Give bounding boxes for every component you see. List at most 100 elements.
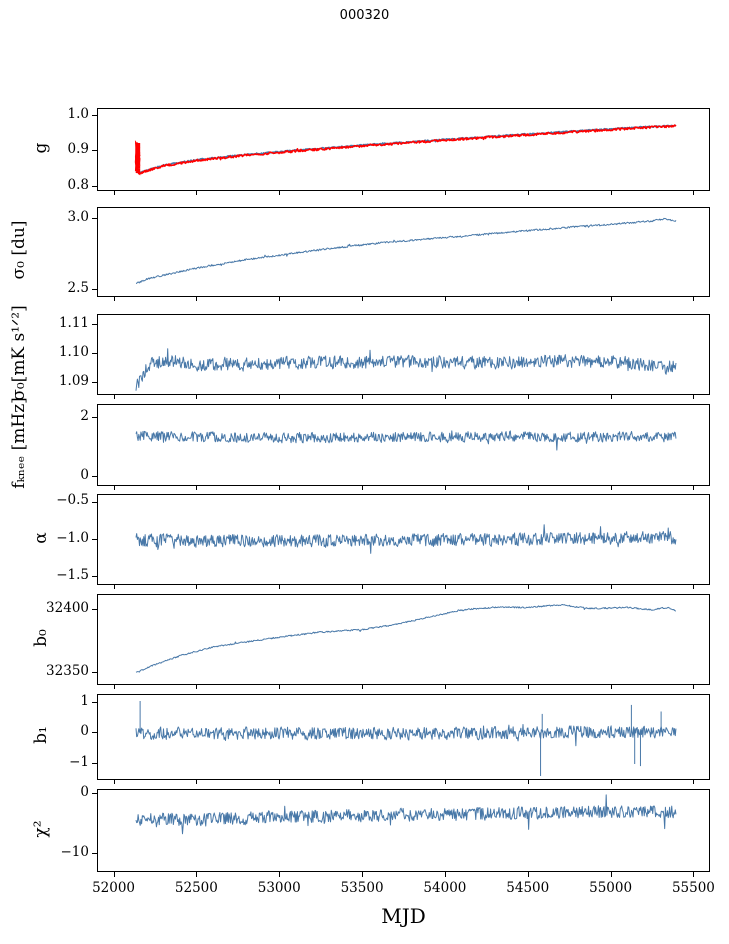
y-tick-mark xyxy=(92,792,97,794)
plot-panel-sigma0_du xyxy=(97,207,710,297)
y-tick-label: 0 xyxy=(80,723,89,740)
x-tick-label: 55000 xyxy=(589,880,633,896)
x-tick-mark-minor xyxy=(196,486,198,490)
y-tick-label: −1.0 xyxy=(56,529,89,546)
x-tick-mark-minor xyxy=(196,780,198,784)
y-tick-label: 2.5 xyxy=(67,279,89,296)
x-tick-mark-minor xyxy=(196,395,198,399)
x-tick-mark-minor xyxy=(693,297,695,301)
series-line-alpha xyxy=(135,524,677,554)
figure-title: 000320 xyxy=(339,8,390,23)
y-axis-label-g_model: g xyxy=(31,142,51,153)
x-tick-mark-minor xyxy=(113,685,115,689)
x-tick-mark-minor xyxy=(527,486,529,490)
y-tick-label: 3.0 xyxy=(67,209,89,226)
x-tick-mark-minor xyxy=(527,297,529,301)
y-tick-mark xyxy=(92,538,97,540)
x-tick-mark-minor xyxy=(279,191,281,195)
y-tick-mark xyxy=(92,732,97,734)
x-tick-mark-minor xyxy=(610,585,612,589)
x-tick-mark-minor xyxy=(362,297,364,301)
x-tick-mark-minor xyxy=(113,780,115,784)
x-tick-label: 54500 xyxy=(506,880,550,896)
x-tick-mark-minor xyxy=(527,780,529,784)
x-tick-mark-minor xyxy=(693,191,695,195)
x-tick-mark-minor xyxy=(279,685,281,689)
x-tick-mark-minor xyxy=(610,780,612,784)
y-tick-label: 0.8 xyxy=(67,176,89,193)
plot-panel-g_model xyxy=(97,108,710,191)
plot-panel-b0 xyxy=(97,594,710,685)
x-tick-mark-minor xyxy=(362,191,364,195)
x-tick-mark-minor xyxy=(527,685,529,689)
x-tick-mark-minor xyxy=(693,395,695,399)
x-tick-mark-minor xyxy=(444,585,446,589)
series-spike-g_fit xyxy=(134,140,141,176)
x-tick-mark-minor xyxy=(279,585,281,589)
x-tick-mark-minor xyxy=(113,486,115,490)
x-tick-mark-minor xyxy=(444,191,446,195)
x-tick-label: 54000 xyxy=(423,880,467,896)
series-line-g_model xyxy=(135,124,677,174)
y-tick-label: 0 xyxy=(80,783,89,800)
x-tick-mark-minor xyxy=(279,780,281,784)
x-tick-label: 53500 xyxy=(340,880,384,896)
y-tick-mark xyxy=(92,288,97,290)
x-tick-mark-minor xyxy=(196,297,198,301)
y-tick-label: −1 xyxy=(69,754,89,771)
y-tick-mark xyxy=(92,852,97,854)
x-tick-mark-minor xyxy=(527,395,529,399)
y-tick-mark xyxy=(92,353,97,355)
x-tick-mark-minor xyxy=(279,297,281,301)
y-tick-mark xyxy=(92,150,97,152)
x-tick-mark-minor xyxy=(610,486,612,490)
y-tick-label: 1.10 xyxy=(58,344,89,361)
y-tick-mark xyxy=(92,763,97,765)
x-tick-mark-minor xyxy=(444,685,446,689)
plot-panel-sigma0_mK xyxy=(97,314,710,395)
x-tick-mark-minor xyxy=(693,685,695,689)
x-tick-mark-minor xyxy=(610,191,612,195)
y-tick-mark xyxy=(92,672,97,674)
x-tick-mark xyxy=(527,872,529,877)
x-tick-mark-minor xyxy=(362,395,364,399)
x-tick-mark-minor xyxy=(444,780,446,784)
y-tick-mark xyxy=(92,609,97,611)
x-tick-mark-minor xyxy=(362,685,364,689)
x-tick-mark-minor xyxy=(113,395,115,399)
x-tick-mark-minor xyxy=(610,395,612,399)
x-tick-label: 52500 xyxy=(174,880,218,896)
x-tick-mark-minor xyxy=(693,780,695,784)
series-line-f_knee xyxy=(135,430,677,451)
series-line-b1 xyxy=(135,723,677,747)
x-tick-mark-minor xyxy=(527,585,529,589)
x-tick-mark xyxy=(196,872,198,877)
y-tick-label: 32400 xyxy=(46,600,89,617)
plot-panel-f_knee xyxy=(97,404,710,486)
x-tick-mark xyxy=(279,872,281,877)
series-line-sigma0_mK xyxy=(135,348,677,391)
x-tick-mark-minor xyxy=(196,585,198,589)
plot-panel-alpha xyxy=(97,494,710,585)
y-tick-label: 1.11 xyxy=(58,315,89,332)
y-tick-label: −10 xyxy=(60,843,90,860)
y-tick-label: 0 xyxy=(80,466,89,483)
y-tick-label: 0.9 xyxy=(67,141,89,158)
x-tick-label: 55500 xyxy=(671,880,715,896)
x-tick-mark xyxy=(362,872,364,877)
series-line-sigma0_du xyxy=(135,217,677,284)
x-tick-mark-minor xyxy=(362,585,364,589)
x-tick-label: 53000 xyxy=(257,880,301,896)
x-tick-mark-minor xyxy=(113,191,115,195)
series-line-b0 xyxy=(135,604,677,673)
x-tick-mark xyxy=(610,872,612,877)
y-tick-label: 2 xyxy=(80,408,89,425)
x-tick-mark-minor xyxy=(113,585,115,589)
series-line-chi2 xyxy=(135,794,677,835)
x-tick-mark xyxy=(113,872,115,877)
y-tick-mark xyxy=(92,576,97,578)
x-tick-mark-minor xyxy=(113,297,115,301)
y-tick-mark xyxy=(92,324,97,326)
y-tick-mark xyxy=(92,218,97,220)
